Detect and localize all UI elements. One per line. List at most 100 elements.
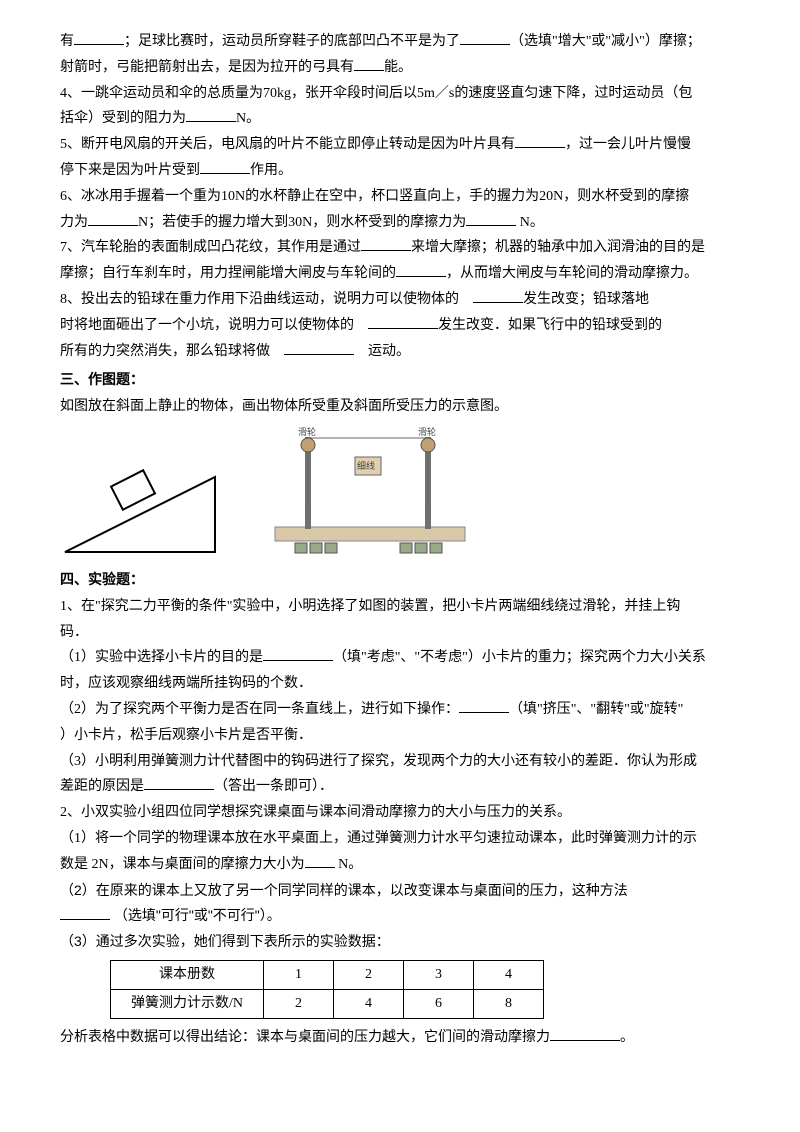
section4-title: 四、实验题：: [60, 569, 740, 593]
svg-text:细线: 细线: [357, 460, 375, 471]
blank: [284, 341, 354, 355]
q4-1-3a: （3）小明利用弹簧测力计代替图中的钩码进行了探究，发现两个力的大小还有较小的差距…: [60, 750, 740, 774]
data-table: 课本册数 1 2 3 4 弹簧测力计示数/N 2 4 6 8: [110, 960, 544, 1019]
text: N。: [335, 857, 363, 872]
weights-right: [400, 543, 442, 553]
q7-line2: 摩擦；自行车刹车时，用力捏闸能增大闸皮与车轮间的 ，从而增大闸皮与车轮间的滑动摩擦…: [60, 262, 740, 286]
q4-1-line1: 1、在"探究二力平衡的条件"实验中，小明选择了如图的装置，把小卡片两端细线绕过滑…: [60, 595, 740, 619]
text: （2）在原来的课本上又放了另一个同学同样的课本，以改变课本与桌面间的压力，这种方…: [60, 882, 628, 898]
table-cell: 2: [264, 989, 334, 1018]
blank: [396, 263, 446, 277]
text: ；足球比赛时，运动员所穿鞋子的底部凹凸不平是为了: [124, 34, 460, 49]
blank: [550, 1027, 620, 1041]
text: （选填"可行"或"不可行"）。: [114, 907, 281, 923]
text: ，过一会儿叶片慢慢: [565, 137, 691, 152]
blank: [74, 31, 124, 45]
blank: [305, 854, 335, 868]
section3-text: 如图放在斜面上静止的物体，画出物体所受重及斜面所受压力的示意图。: [60, 395, 740, 419]
q4-1-2a: （2）为了探究两个平衡力是否在同一条直线上，进行如下操作：（填"挤压"、"翻转"…: [60, 698, 740, 722]
q5-line1: 5、断开电风扇的开关后，电风扇的叶片不能立即停止转动是因为叶片具有 ，过一会儿叶片…: [60, 133, 740, 157]
text: 作用。: [250, 163, 292, 178]
text: 数是 2N，课本与桌面间的摩擦力大小为: [60, 857, 305, 872]
q6-line1: 6、冰冰用手握着一个重为10N的水杯静止在空中，杯口竖直向上，手的握力为20N，…: [60, 185, 740, 209]
q3-line1: 有 ；足球比赛时，运动员所穿鞋子的底部凹凸不平是为了 （选填"增大"或"减小"）摩擦…: [60, 30, 740, 54]
text: 运动。: [354, 344, 410, 359]
blank: [460, 31, 510, 45]
text: 。: [620, 1028, 634, 1044]
text: 5、断开电风扇的开关后，电风扇的叶片不能立即停止转动是因为叶片具有: [60, 137, 515, 152]
q8-line3: 所有的力突然消失，那么铅球将做 运动。: [60, 340, 740, 364]
text: （答出一条即可）．: [214, 779, 333, 794]
q4-2-1a: （1）将一个同学的物理课本放在水平桌面上，通过弹簧测力计水平匀速拉动课本，此时弹…: [60, 827, 740, 851]
blank: [88, 212, 138, 226]
text: ，从而增大闸皮与车轮间的滑动摩擦力。: [446, 266, 698, 281]
text: （填"考虑"、"不考虑"）小卡片的重力；探究两个力大小关系: [333, 650, 706, 665]
table-cell: 6: [404, 989, 474, 1018]
table-header: 课本册数: [111, 960, 264, 989]
text: （选填"增大"或"减小"）摩擦；: [510, 34, 701, 49]
q4-1-line2: 码．: [60, 621, 740, 645]
blank: [144, 776, 214, 790]
q4-2-2: （2）在原来的课本上又放了另一个同学同样的课本，以改变课本与桌面间的压力，这种方…: [60, 879, 740, 903]
q6-line2: 力为 N；若使手的握力增大到30N，则水杯受到的摩擦力为 N。: [60, 211, 740, 235]
inclined-plane-figure: [60, 447, 220, 557]
text: 差距的原因是: [60, 779, 144, 794]
table-row: 课本册数 1 2 3 4: [111, 960, 544, 989]
q8-line1: 8、投出去的铅球在重力作用下沿曲线运动，说明力可以使物体的 发生改变；铅球落地: [60, 288, 740, 312]
text: N。: [236, 111, 260, 126]
svg-text:滑轮: 滑轮: [298, 427, 316, 437]
text: 能。: [384, 60, 412, 75]
text: 括伞）受到的阻力为: [60, 111, 186, 126]
section3-title: 三、作图题：: [60, 369, 740, 393]
blank: [186, 108, 236, 122]
blank: [354, 57, 384, 71]
text: N。: [516, 215, 544, 230]
text: 6、冰冰用手握着一个重为10N的水杯静止在空中，杯口竖直向上，手的握力为20N，…: [60, 189, 689, 204]
table-row: 弹簧测力计示数/N 2 4 6 8: [111, 989, 544, 1018]
text: 分析表格中数据可以得出结论：课本与桌面间的压力越大，它们间的滑动摩擦力: [60, 1028, 550, 1044]
blank: [263, 647, 333, 661]
q8-line2: 时将地面砸出了一个小坑，说明力可以使物体的 发生改变．如果飞行中的铅球受到的: [60, 314, 740, 338]
text: （填"挤压"、"翻转"或"旋转": [509, 702, 683, 717]
text: 4、一跳伞运动员和伞的总质量为70kg，张开伞段时间后以5m／s的速度竖直匀速下…: [60, 86, 692, 101]
q4-2-2b: （选填"可行"或"不可行"）。: [60, 904, 740, 928]
figures-row: 滑轮 滑轮 细线: [60, 427, 740, 557]
table-cell: 3: [404, 960, 474, 989]
text: 时将地面砸出了一个小坑，说明力可以使物体的: [60, 318, 368, 333]
q4-1-1a: （1）实验中选择小卡片的目的是 （填"考虑"、"不考虑"）小卡片的重力；探究两个力…: [60, 646, 740, 670]
text: 摩擦；自行车刹车时，用力捏闸能增大闸皮与车轮间的: [60, 266, 396, 281]
table-cell: 8: [474, 989, 544, 1018]
text: 8、投出去的铅球在重力作用下沿曲线运动，说明力可以使物体的: [60, 292, 473, 307]
q4-2-line1: 2、小双实验小组四位同学想探究课桌面与课本间滑动摩擦力的大小与压力的关系。: [60, 801, 740, 825]
table-cell: 4: [474, 960, 544, 989]
text: 发生改变；铅球落地: [523, 292, 649, 307]
text: 力为: [60, 215, 88, 230]
table-header: 弹簧测力计示数/N: [111, 989, 264, 1018]
table-cell: 4: [334, 989, 404, 1018]
q7-line1: 7、汽车轮胎的表面制成凹凸花纹，其作用是通过 来增大摩擦；机器的轴承中加入润滑油的…: [60, 236, 740, 260]
blank: [368, 315, 438, 329]
blank: [60, 906, 110, 920]
text: N；若使手的握力增大到30N，则水杯受到的摩擦力为: [138, 215, 466, 230]
svg-text:滑轮: 滑轮: [418, 427, 436, 437]
text: 有: [60, 34, 74, 49]
blank: [515, 134, 565, 148]
blank: [361, 237, 411, 251]
text: （1）实验中选择小卡片的目的是: [60, 650, 263, 665]
q4-line2: 括伞）受到的阻力为 N。: [60, 107, 740, 131]
blank: [459, 699, 509, 713]
text: 7、汽车轮胎的表面制成凹凸花纹，其作用是通过: [60, 240, 361, 255]
q4-line1: 4、一跳伞运动员和伞的总质量为70kg，张开伞段时间后以5m／s的速度竖直匀速下…: [60, 82, 740, 106]
table-cell: 1: [264, 960, 334, 989]
text: 射箭时，弓能把箭射出去，是因为拉开的弓具有: [60, 60, 354, 75]
blank: [473, 289, 523, 303]
q5-line2: 停下来是因为叶片受到作用。: [60, 159, 740, 183]
q4-2-3: （3）通过多次实验，她们得到下表所示的实验数据：: [60, 930, 740, 954]
weights-left: [295, 543, 337, 553]
text: 发生改变．如果飞行中的铅球受到的: [438, 318, 662, 333]
q3-line2: 射箭时，弓能把箭射出去，是因为拉开的弓具有 能。: [60, 56, 740, 80]
text: 来增大摩擦；机器的轴承中加入润滑油的目的是: [411, 240, 705, 255]
q4-1-2c: ）小卡片，松手后观察小卡片是否平衡．: [60, 724, 740, 748]
text: 所有的力突然消失，那么铅球将做: [60, 344, 284, 359]
q4-1-1c: 时，应该观察细线两端所挂钩码的个数．: [60, 672, 740, 696]
